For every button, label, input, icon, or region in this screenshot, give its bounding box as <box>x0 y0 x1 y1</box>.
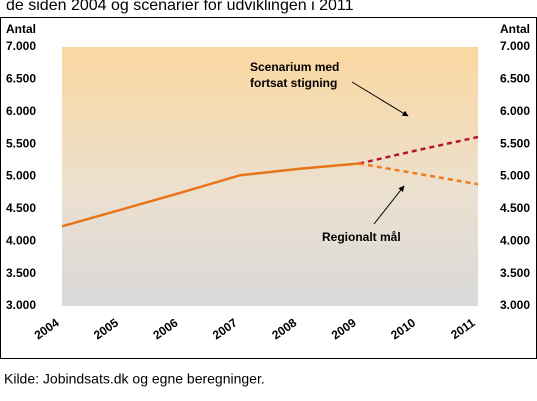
y2-tick-label: 5.000 <box>500 169 530 183</box>
y-tick-label: 7.000 <box>6 39 36 53</box>
y-tick-label: 6.500 <box>6 72 36 86</box>
x-tick-label: 2008 <box>269 315 299 342</box>
x-tick-label: 2010 <box>388 315 418 342</box>
annotation-arrow <box>373 185 405 225</box>
y2-tick-label: 3.500 <box>500 266 530 280</box>
line-series <box>61 162 360 228</box>
x-tick-label: 2004 <box>32 315 62 342</box>
source: Kilde: Jobindsats.dk og egne beregninger… <box>4 371 265 387</box>
chart-title: de siden 2004 og scenarier for udvikling… <box>6 0 354 14</box>
y-tick-label: 3.500 <box>6 266 36 280</box>
y2-tick-label: 6.000 <box>500 104 530 118</box>
y2-tick-label: 4.000 <box>500 233 530 247</box>
x-tick-label: 2007 <box>210 315 240 342</box>
x-tick-label: 2011 <box>448 315 478 342</box>
annotation-arrow <box>351 81 409 117</box>
plot-area <box>62 47 478 306</box>
y2-tick-label: 3.000 <box>500 298 530 312</box>
y-axis-label: Antal <box>6 22 36 36</box>
y2-tick-label: 5.500 <box>500 136 530 150</box>
y-tick-label: 5.000 <box>6 169 36 183</box>
x-tick-label: 2009 <box>329 315 359 342</box>
annotation: Regionalt mål <box>322 230 401 244</box>
y-tick-label: 5.500 <box>6 136 36 150</box>
annotation: fortsat stigning <box>250 76 337 90</box>
y-tick-label: 3.000 <box>6 298 36 312</box>
line-series <box>358 135 479 165</box>
y-tick-label: 4.000 <box>6 233 36 247</box>
x-tick-label: 2005 <box>91 315 121 342</box>
y-tick-label: 6.000 <box>6 104 36 118</box>
y2-axis-label: Antal <box>500 22 530 36</box>
y2-tick-label: 4.500 <box>500 201 530 215</box>
annotation: Scenarium med <box>250 60 339 74</box>
x-tick-label: 2006 <box>150 315 180 342</box>
line-series <box>358 162 479 186</box>
y-tick-label: 4.500 <box>6 201 36 215</box>
y2-tick-label: 7.000 <box>500 39 530 53</box>
y2-tick-label: 6.500 <box>500 72 530 86</box>
